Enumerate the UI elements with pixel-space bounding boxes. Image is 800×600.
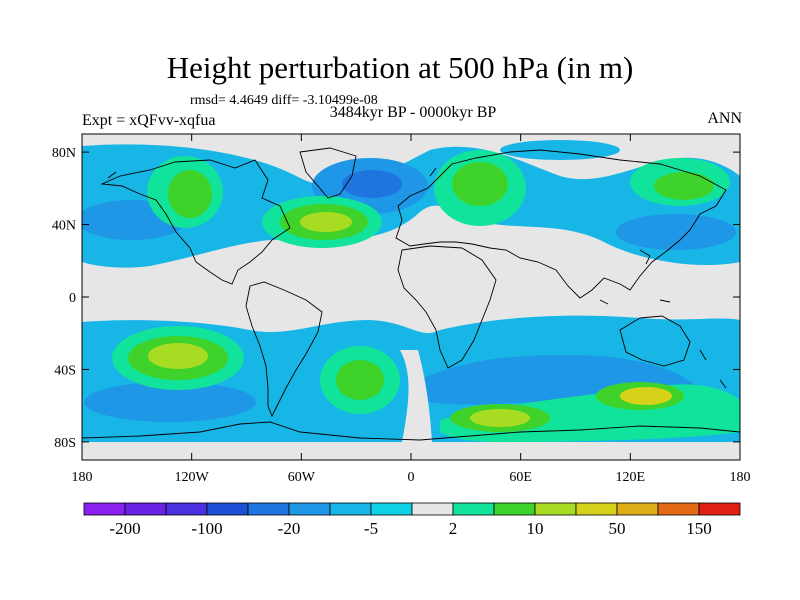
y-tick-label: 80S bbox=[54, 436, 76, 451]
colorbar-swatch bbox=[247, 502, 290, 516]
x-tick-label: 120W bbox=[175, 470, 210, 485]
colorbar-label: 10 bbox=[527, 519, 544, 538]
field-w-atlantic-high-core bbox=[300, 212, 352, 232]
coast-africa bbox=[397, 245, 497, 369]
colorbar-label: -5 bbox=[364, 519, 378, 538]
colorbar-swatch bbox=[534, 502, 577, 516]
colorbar-swatch bbox=[124, 502, 167, 516]
colorbar-swatch bbox=[411, 502, 454, 516]
colorbar-swatch bbox=[370, 502, 413, 516]
colorbar-swatch bbox=[657, 502, 700, 516]
field-se-pacific-high-core bbox=[148, 343, 208, 369]
field-south-pole-gray bbox=[82, 442, 740, 460]
season-label: ANN bbox=[707, 110, 742, 127]
field-europe-high-core bbox=[452, 162, 508, 206]
field-east-asia-low bbox=[616, 214, 736, 250]
y-tick-label: 80N bbox=[52, 146, 76, 161]
field-n-atlantic-low-core bbox=[342, 170, 402, 198]
period-text: 3484kyr BP - 0000kyr BP bbox=[329, 104, 497, 121]
coast-eurasia bbox=[395, 149, 727, 299]
field-antarctic-high-core2 bbox=[620, 387, 672, 405]
coastlines bbox=[82, 147, 740, 441]
field-south-gray-gap bbox=[400, 350, 432, 442]
colorbar-swatch bbox=[329, 502, 372, 516]
x-tick-label: 180 bbox=[730, 470, 751, 485]
colorbar-label: -20 bbox=[278, 519, 301, 538]
colorbar-label: -100 bbox=[191, 519, 222, 538]
colorbar-swatch bbox=[83, 502, 126, 516]
colorbar-swatch bbox=[206, 502, 249, 516]
colorbar: -200 -100 -20 -5 2 10 50 150 bbox=[83, 502, 741, 538]
colorbar-swatch bbox=[452, 502, 495, 516]
x-tick-label: 60E bbox=[509, 470, 532, 485]
coast-south-america bbox=[245, 281, 323, 418]
colorbar-swatch bbox=[616, 502, 659, 516]
field-ne-asia-high-core bbox=[654, 172, 714, 200]
field-arctic-blue bbox=[500, 140, 620, 160]
experiment-label: Expt = xQFvv-xqfua bbox=[82, 112, 216, 129]
colorbar-label: 2 bbox=[449, 519, 458, 538]
coast-greenland bbox=[299, 147, 357, 199]
coast-antarctica bbox=[82, 421, 740, 441]
x-tick-label: 0 bbox=[408, 470, 415, 485]
colorbar-swatch bbox=[493, 502, 536, 516]
colorbar-swatch bbox=[288, 502, 331, 516]
coast-australia bbox=[619, 315, 691, 367]
colorbar-label: 50 bbox=[609, 519, 626, 538]
y-tick-label: 0 bbox=[69, 291, 76, 306]
chart-title: Height perturbation at 500 hPa (in m) bbox=[166, 50, 634, 85]
coast-islands bbox=[107, 167, 727, 389]
y-tick-label: 40S bbox=[54, 363, 76, 378]
stats-text: rmsd= 4.4649 diff= -3.10499e-08 bbox=[190, 93, 378, 108]
contour-fields bbox=[82, 140, 740, 460]
field-nh-blue-band bbox=[82, 144, 740, 268]
colorbar-swatch bbox=[575, 502, 618, 516]
colorbar-label: 150 bbox=[686, 519, 712, 538]
x-tick-label: 180 bbox=[72, 470, 93, 485]
colorbar-swatch bbox=[165, 502, 208, 516]
y-tick-label: 40N bbox=[52, 219, 76, 234]
axes: 180 120W 60W 0 60E 120E 180 80N 40N 0 40S 80S bbox=[52, 134, 751, 485]
x-tick-label: 60W bbox=[288, 470, 316, 485]
field-canada-high-core bbox=[168, 170, 212, 218]
coast-north-america bbox=[100, 159, 291, 285]
colorbar-swatch bbox=[698, 502, 741, 516]
x-tick-label: 120E bbox=[616, 470, 646, 485]
field-antarctic-high-core bbox=[470, 409, 530, 427]
field-south-pacific-low bbox=[84, 382, 256, 422]
colorbar-label: -200 bbox=[109, 519, 140, 538]
field-s-atlantic-high-core bbox=[336, 360, 384, 400]
